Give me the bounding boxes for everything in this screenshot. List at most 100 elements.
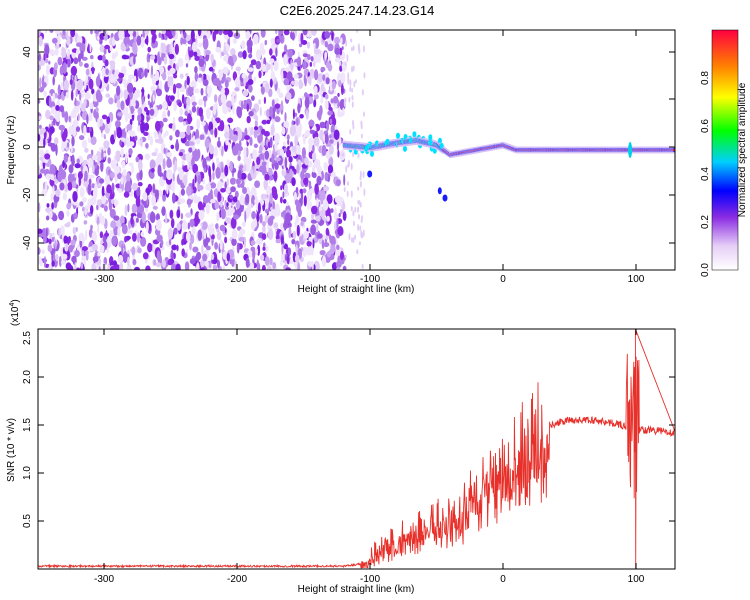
- noise-speckle: [335, 179, 341, 187]
- noise-speckle: [83, 124, 87, 136]
- noise-speckle: [359, 180, 362, 188]
- noise-speckle: [244, 135, 251, 141]
- noise-speckle: [174, 43, 179, 55]
- noise-speckle: [197, 175, 202, 185]
- noise-speckle: [204, 100, 207, 108]
- noise-speckle: [218, 69, 223, 81]
- noise-speckle: [51, 202, 54, 210]
- noise-speckle: [71, 158, 75, 166]
- noise-speckle: [239, 194, 245, 206]
- noise-speckle: [55, 105, 60, 111]
- noise-speckle: [294, 73, 299, 79]
- noise-speckle: [196, 251, 202, 261]
- noise-speckle: [351, 101, 354, 108]
- snr-x-tick: -300: [94, 574, 114, 585]
- noise-speckle: [278, 30, 284, 35]
- noise-speckle: [333, 221, 337, 231]
- noise-speckle: [140, 121, 146, 134]
- noise-speckle: [250, 240, 256, 246]
- noise-speckle: [103, 205, 108, 212]
- noise-speckle: [58, 256, 62, 267]
- noise-speckle: [49, 163, 56, 176]
- noise-speckle: [151, 168, 155, 173]
- noise-speckle: [117, 172, 122, 180]
- noise-speckle: [307, 54, 311, 61]
- doppler-blob: [428, 139, 433, 146]
- noise-speckle: [44, 44, 50, 56]
- noise-speckle: [177, 87, 180, 99]
- noise-speckle: [249, 126, 254, 136]
- doppler-blob: [412, 131, 417, 138]
- noise-speckle: [123, 89, 128, 100]
- noise-speckle: [159, 46, 162, 58]
- noise-speckle: [157, 164, 162, 177]
- noise-speckle: [114, 166, 120, 174]
- noise-speckle: [286, 255, 290, 265]
- noise-speckle: [242, 50, 247, 60]
- noise-speckle: [99, 244, 105, 254]
- noise-speckle: [40, 127, 46, 133]
- noise-speckle: [220, 208, 226, 220]
- noise-speckle: [321, 239, 325, 249]
- noise-speckle: [357, 43, 360, 52]
- noise-speckle: [153, 106, 158, 118]
- noise-speckle: [269, 193, 273, 204]
- noise-speckle: [64, 223, 71, 228]
- snr-x-tick: -200: [227, 574, 247, 585]
- noise-speckle: [154, 189, 159, 200]
- noise-speckle: [61, 253, 68, 260]
- noise-speckle: [327, 63, 333, 72]
- noise-speckle: [215, 46, 221, 53]
- noise-speckle: [292, 230, 297, 240]
- noise-speckle: [84, 79, 87, 90]
- noise-speckle: [270, 70, 275, 82]
- noise-speckle: [260, 48, 266, 55]
- noise-speckle: [352, 65, 355, 72]
- noise-speckle: [113, 198, 118, 207]
- noise-speckle: [183, 31, 187, 39]
- noise-speckle: [71, 136, 75, 147]
- noise-speckle: [272, 111, 275, 119]
- doppler-blob: [370, 150, 374, 157]
- noise-speckle: [55, 253, 59, 262]
- noise-speckle: [226, 100, 233, 108]
- noise-speckle: [121, 244, 124, 256]
- noise-speckle: [166, 152, 173, 158]
- noise-speckle: [311, 152, 317, 161]
- noise-speckle: [227, 30, 233, 38]
- noise-speckle: [274, 162, 279, 170]
- noise-speckle: [291, 145, 297, 153]
- noise-speckle: [99, 231, 104, 239]
- noise-speckle: [251, 95, 255, 101]
- noise-speckle: [237, 128, 243, 141]
- noise-speckle: [81, 56, 88, 61]
- noise-speckle: [58, 124, 65, 131]
- noise-speckle: [201, 221, 208, 230]
- noise-speckle: [96, 165, 100, 171]
- noise-speckle: [101, 114, 108, 120]
- noise-speckle: [217, 125, 223, 131]
- noise-speckle: [288, 226, 292, 239]
- noise-speckle: [308, 236, 313, 242]
- noise-speckle: [100, 194, 107, 205]
- noise-speckle: [224, 236, 228, 244]
- colorbar: 0.0 0.2 0.4 0.6 0.8 Normalized spectral …: [700, 29, 748, 277]
- noise-speckle: [248, 110, 254, 117]
- noise-speckle: [38, 64, 41, 71]
- noise-speckle: [350, 38, 353, 43]
- noise-speckle: [105, 68, 109, 76]
- noise-speckle: [133, 75, 137, 83]
- noise-speckle: [322, 234, 327, 240]
- noise-speckle: [230, 217, 237, 229]
- noise-speckle: [234, 87, 240, 92]
- noise-speckle: [161, 30, 166, 35]
- noise-speckle: [341, 148, 344, 153]
- noise-speckle: [206, 245, 211, 251]
- noise-speckle: [315, 223, 319, 232]
- noise-speckle: [52, 185, 55, 197]
- noise-speckle: [245, 30, 251, 40]
- noise-speckle: [283, 30, 290, 36]
- noise-speckle: [79, 92, 82, 101]
- noise-speckle: [250, 59, 257, 66]
- noise-speckle: [155, 262, 161, 268]
